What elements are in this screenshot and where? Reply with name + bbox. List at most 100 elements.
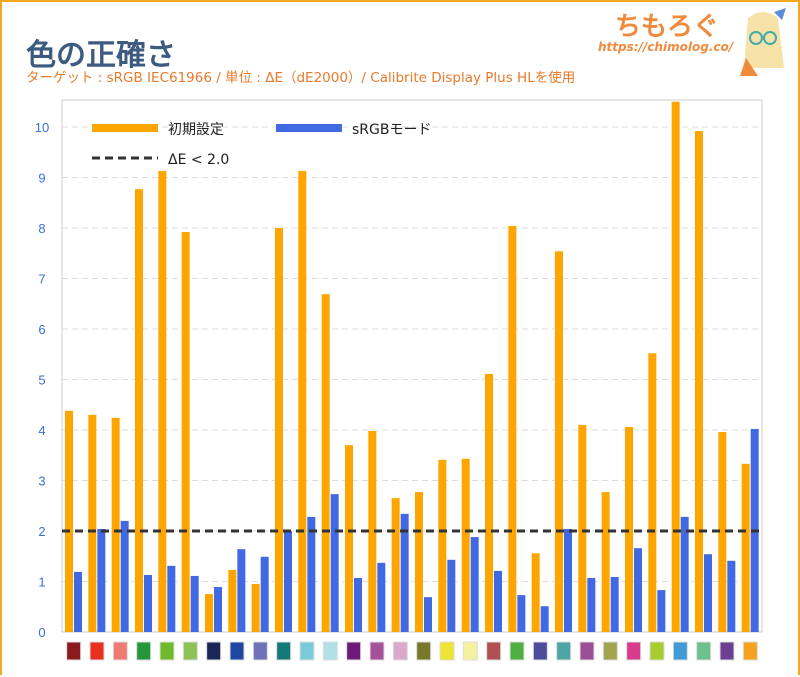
y-tick-label: 2 <box>38 524 45 539</box>
bar-srgb-mode <box>260 556 269 632</box>
bar-default <box>601 492 610 632</box>
bar-srgb-mode <box>610 576 619 632</box>
color-swatch <box>136 641 152 661</box>
bar-default <box>625 426 633 632</box>
y-tick-label: 5 <box>38 373 45 388</box>
color-swatch <box>229 641 245 661</box>
legend-swatch-srgb <box>276 124 342 132</box>
bar-srgb-mode <box>704 554 712 632</box>
bar-default <box>158 170 167 632</box>
bar-srgb-mode <box>167 565 176 632</box>
bar-srgb-mode <box>330 494 339 632</box>
legend-label-srgb: sRGBモード <box>352 122 431 138</box>
page-title: 色の正確さ <box>26 38 176 73</box>
bar-default <box>345 445 353 632</box>
bar-default <box>415 492 423 632</box>
color-swatch <box>66 641 82 661</box>
legend-label-default: 初期設定 <box>168 121 224 138</box>
bar-default <box>88 414 97 632</box>
bar-default <box>275 228 283 632</box>
bar-default <box>391 498 400 632</box>
bar-default <box>671 101 680 632</box>
bar-srgb-mode <box>74 571 82 632</box>
color-swatch <box>346 641 362 661</box>
bar-default <box>205 594 213 632</box>
legend-swatch-default <box>92 124 158 132</box>
bar-default <box>181 232 190 633</box>
mascot-icon <box>740 8 786 76</box>
color-swatch <box>462 641 478 661</box>
color-swatch <box>532 641 548 661</box>
color-swatch <box>206 641 222 661</box>
color-swatch <box>276 641 292 661</box>
bar-srgb-mode <box>190 575 199 632</box>
color-swatch <box>672 641 688 661</box>
bar-srgb-mode <box>120 520 129 632</box>
color-swatch <box>89 641 105 661</box>
bar-default <box>578 424 587 632</box>
bar-srgb-mode <box>470 537 479 632</box>
bar-srgb-mode <box>564 528 572 632</box>
bar-default <box>718 432 727 632</box>
bar-default <box>321 294 330 632</box>
y-tick-label: 4 <box>38 423 45 438</box>
bar-default <box>741 463 750 632</box>
bar-srgb-mode <box>447 559 456 632</box>
color-swatch <box>579 641 595 661</box>
y-tick-label: 0 <box>38 625 45 640</box>
bar-default <box>111 417 120 632</box>
color-swatch <box>696 641 712 661</box>
bar-default <box>368 431 377 632</box>
color-swatch <box>369 641 385 661</box>
y-tick-label: 10 <box>35 120 49 135</box>
color-swatch <box>182 641 198 661</box>
color-swatch <box>742 641 758 661</box>
y-tick-label: 7 <box>38 272 45 287</box>
bar-srgb-mode <box>400 513 409 632</box>
bar-srgb-mode <box>634 548 642 632</box>
color-swatch <box>392 641 408 661</box>
bar-default <box>531 553 540 632</box>
bar-srgb-mode <box>144 574 152 632</box>
bar-default <box>438 459 447 632</box>
brand-url: https://chimolog.co/ <box>598 40 734 54</box>
y-tick-label: 1 <box>38 575 45 590</box>
bar-default <box>461 458 470 632</box>
bar-default <box>65 410 73 632</box>
bar-default <box>695 131 703 633</box>
bar-srgb-mode <box>284 531 292 632</box>
y-tick-label: 3 <box>38 474 45 489</box>
color-swatch <box>626 641 642 661</box>
y-tick-label: 8 <box>38 221 45 236</box>
bar-default <box>508 225 517 633</box>
bar-srgb-mode <box>424 597 432 632</box>
color-swatch <box>719 641 735 661</box>
bar-default <box>298 170 307 632</box>
bar-default <box>251 584 260 632</box>
color-swatch <box>416 641 432 661</box>
bar-srgb-mode <box>587 577 596 632</box>
y-tick-label: 6 <box>38 322 45 337</box>
plot-area <box>61 99 763 633</box>
bar-srgb-mode <box>354 577 362 632</box>
bar-default <box>648 353 657 632</box>
bar-srgb-mode <box>727 560 736 632</box>
color-swatch <box>299 641 315 661</box>
color-swatch <box>439 641 455 661</box>
color-swatch <box>649 641 665 661</box>
bar-default <box>228 569 237 632</box>
color-swatch <box>486 641 502 661</box>
color-swatch <box>112 641 128 661</box>
y-tick-label: 9 <box>38 171 45 186</box>
bar-srgb-mode <box>237 549 246 632</box>
color-swatch <box>322 641 338 661</box>
bar-srgb-mode <box>307 516 316 632</box>
bar-srgb-mode <box>494 570 502 632</box>
color-swatch <box>252 641 268 661</box>
color-swatch <box>159 641 175 661</box>
brand-logo: ちもろぐ <box>615 12 720 42</box>
bar-srgb-mode <box>517 595 526 632</box>
color-swatch <box>602 641 618 661</box>
